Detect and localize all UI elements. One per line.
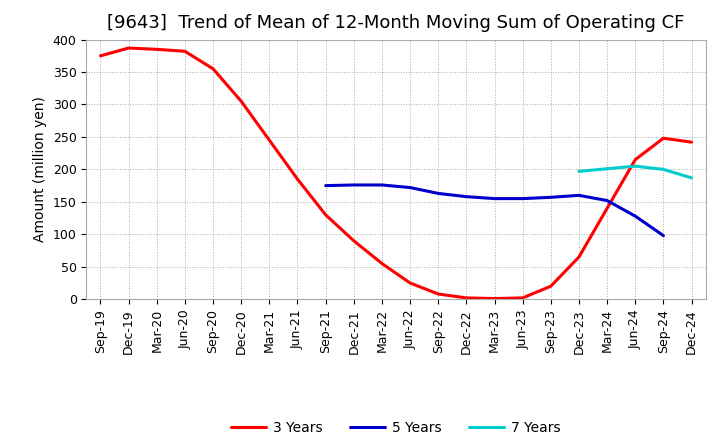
3 Years [237, 99, 246, 104]
5 Years [321, 183, 330, 188]
3 Years [406, 280, 415, 286]
5 Years [490, 196, 499, 201]
Title: [9643]  Trend of Mean of 12-Month Moving Sum of Operating CF: [9643] Trend of Mean of 12-Month Moving … [107, 15, 685, 33]
5 Years [462, 194, 471, 199]
3 Years [631, 157, 639, 162]
5 Years [631, 213, 639, 219]
3 Years [687, 139, 696, 145]
5 Years [659, 233, 667, 238]
3 Years [575, 254, 583, 260]
5 Years [377, 182, 386, 187]
3 Years [490, 296, 499, 301]
7 Years [631, 164, 639, 169]
3 Years [462, 295, 471, 301]
5 Years [603, 198, 611, 203]
3 Years [659, 136, 667, 141]
7 Years [603, 166, 611, 172]
3 Years [321, 212, 330, 217]
3 Years [377, 261, 386, 266]
Legend: 3 Years, 5 Years, 7 Years: 3 Years, 5 Years, 7 Years [226, 415, 566, 440]
7 Years [659, 167, 667, 172]
5 Years [349, 182, 358, 187]
5 Years [518, 196, 527, 201]
3 Years [153, 47, 161, 52]
5 Years [546, 194, 555, 200]
3 Years [349, 238, 358, 243]
Y-axis label: Amount (million yen): Amount (million yen) [33, 96, 48, 242]
3 Years [96, 53, 105, 59]
Line: 5 Years: 5 Years [325, 185, 663, 235]
3 Years [293, 176, 302, 182]
3 Years [265, 138, 274, 143]
3 Years [434, 291, 443, 297]
3 Years [125, 45, 133, 51]
7 Years [575, 169, 583, 174]
Line: 7 Years: 7 Years [579, 166, 691, 178]
3 Years [518, 295, 527, 301]
3 Years [181, 49, 189, 54]
3 Years [546, 284, 555, 289]
3 Years [603, 205, 611, 211]
5 Years [575, 193, 583, 198]
5 Years [434, 191, 443, 196]
Line: 3 Years: 3 Years [101, 48, 691, 299]
5 Years [406, 185, 415, 190]
3 Years [209, 66, 217, 71]
7 Years [687, 175, 696, 180]
